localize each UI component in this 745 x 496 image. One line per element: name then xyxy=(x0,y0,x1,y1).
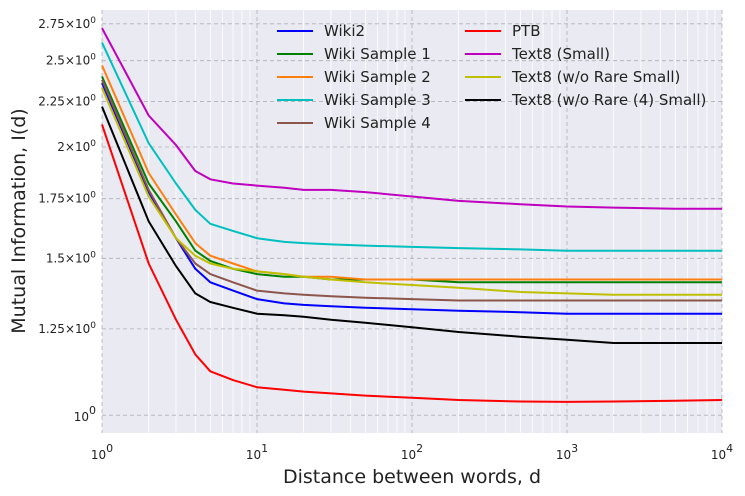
y-tick-label: 100 xyxy=(74,404,96,424)
legend-label-wiki2: Wiki2 xyxy=(324,22,365,40)
legend-label-text8-w-o-rare-4-small: Text8 (w/o Rare (4) Small) xyxy=(511,91,706,109)
series-line-wiki-sample-3 xyxy=(101,42,722,252)
y-axis-title: Mutual Information, I(d) xyxy=(8,108,30,333)
x-axis-ticks: 100 101 102 103 104 xyxy=(91,442,733,462)
series-lines xyxy=(101,27,723,403)
y-tick-label: 1.75×100 xyxy=(38,191,96,206)
legend-label-ptb: PTB xyxy=(512,22,541,40)
y-tick-label: 2.25×100 xyxy=(38,93,96,108)
x-tick-label: 100 xyxy=(91,442,113,462)
y-tick-label: 1.5×100 xyxy=(46,250,96,265)
series-line-wiki-sample-2 xyxy=(101,65,722,281)
x-axis-title: Distance between words, d xyxy=(283,466,541,488)
series-line-text8-small xyxy=(101,27,722,210)
legend-label-wiki-sample-2: Wiki Sample 2 xyxy=(324,68,431,86)
series-line-text8-w-o-rare-small xyxy=(101,87,722,296)
series-line-wiki-sample-4 xyxy=(101,79,722,302)
series-line-wiki2 xyxy=(101,82,722,315)
x-tick-label: 102 xyxy=(401,442,423,462)
x-tick-label: 103 xyxy=(556,442,578,462)
y-tick-label: 2.75×100 xyxy=(38,16,96,31)
y-axis-ticks: 100 1.25×100 1.5×100 1.75×100 2×100 2.25×100 2… xyxy=(38,16,96,424)
legend-label-wiki-sample-3: Wiki Sample 3 xyxy=(324,91,431,109)
legend-label-text8-w-o-rare-small: Text8 (w/o Rare Small) xyxy=(511,68,680,86)
y-tick-label: 1.25×100 xyxy=(38,321,96,336)
y-tick-label: 2.5×100 xyxy=(46,53,96,68)
legend: Wiki2 Wiki Sample 1 Wiki Sample 2 Wiki Samp… xyxy=(277,22,706,132)
legend-label-wiki-sample-4: Wiki Sample 4 xyxy=(324,114,431,132)
legend-label-text8-small: Text8 (Small) xyxy=(511,45,610,63)
legend-label-wiki-sample-1: Wiki Sample 1 xyxy=(324,45,431,63)
series-line-text8-w-o-rare-4-small xyxy=(101,106,722,344)
series-line-ptb xyxy=(101,124,723,403)
x-tick-label: 101 xyxy=(246,442,268,462)
y-tick-label: 2×100 xyxy=(57,139,96,154)
x-tick-label: 104 xyxy=(711,442,733,462)
